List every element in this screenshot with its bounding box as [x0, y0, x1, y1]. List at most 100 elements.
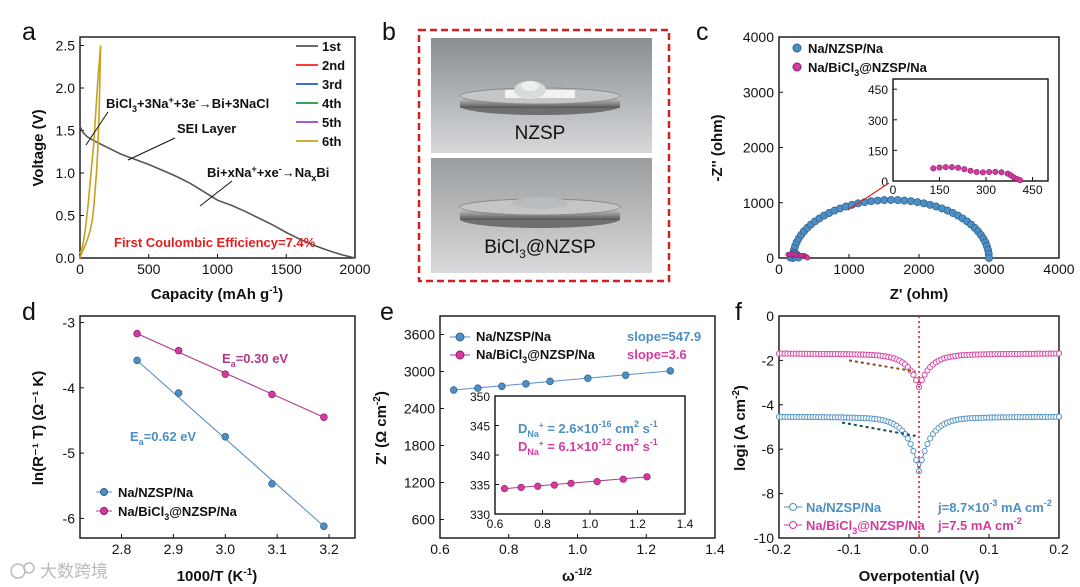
plot-frame-d — [79, 315, 356, 539]
y-tick-label: 2.0 — [56, 80, 76, 96]
x-tick-label: 0.8 — [534, 517, 551, 531]
x-tick-label: 1.0 — [568, 541, 588, 557]
y-tick-label: 2000 — [743, 140, 774, 156]
legend-c: Na/NZSP/Na Na/BiCl3@NZSP/Na — [792, 41, 928, 78]
x-tick-label: 2.9 — [164, 541, 184, 557]
plot-frame-a — [79, 36, 356, 259]
y-tick-label: 350 — [470, 390, 490, 404]
inset-point-bi — [643, 473, 651, 481]
inset-point-bi — [517, 483, 525, 492]
xlabel-c: Z' (ohm) — [890, 286, 949, 303]
annot-reaction2: Bi+xNa++xe-→NaxBi — [207, 164, 329, 183]
point-bi — [910, 371, 917, 378]
inset-point-bi — [534, 482, 542, 490]
legend-bi-d: Na/BiCl3@NZSP/Na — [118, 504, 238, 522]
point-nzsp — [900, 196, 909, 205]
point-1 — [133, 329, 141, 338]
legend-d: Na/NZSP/Na Na/BiCl3@NZSP/Na — [96, 485, 238, 522]
arrow-reaction1 — [85, 111, 109, 146]
series-c — [785, 196, 993, 262]
series-d — [133, 329, 328, 530]
point-1 — [320, 413, 328, 421]
x-tick-label: 500 — [137, 261, 161, 277]
y-tick-label: 335 — [470, 479, 490, 493]
y-tick-label: 0 — [766, 308, 774, 324]
point-nzsp — [584, 374, 592, 383]
point-nzsp — [867, 197, 876, 206]
x-tick-label: 1.0 — [582, 517, 599, 531]
axes-f: -0.2 -0.1 0.0 0.1 0.2 0 -2 -4 -6 -8 -10 — [754, 308, 1069, 557]
inset-point-bi — [979, 169, 986, 176]
y-tick-label: 3600 — [404, 327, 435, 343]
inset-point-bi — [619, 475, 627, 483]
y-tick-label: 1200 — [404, 475, 435, 491]
point-nzsp — [904, 435, 911, 442]
inset-point-bi — [500, 485, 509, 493]
x-tick-label: 2.8 — [112, 541, 132, 557]
inset-point-bi — [593, 477, 601, 486]
photo-label-bicl3: BiCl3@NZSP — [484, 237, 596, 261]
legend-marker-bi-f — [789, 521, 797, 529]
panel-label-d: d — [22, 298, 36, 326]
legend-f: Na/NZSP/Na Na/BiCl3@NZSP/Na j=8.7×10-3 m… — [784, 498, 1052, 536]
curve-nzsp — [779, 416, 1059, 472]
series-1st-discharge — [79, 125, 356, 259]
point-1 — [268, 390, 276, 399]
x-tick-label: 0.6 — [430, 541, 450, 557]
point-0 — [268, 480, 276, 488]
inset-point-bi — [998, 169, 1005, 176]
inset-e: 0.6 0.8 1.0 1.2 1.4 330 335 340 345 350 — [470, 390, 694, 531]
legend-label-4th: 4th — [322, 96, 342, 111]
point-1 — [221, 370, 230, 378]
ylabel-d: ln(R⁻¹ T) (Ω⁻¹ K) — [30, 371, 47, 486]
point-nzsp — [985, 254, 993, 262]
slope-pink: slope=3.6 — [627, 347, 687, 362]
inset-frame-e — [494, 395, 686, 515]
arrow-reaction2 — [199, 180, 233, 207]
inset-point-bi — [973, 169, 980, 176]
point-nzsp — [913, 456, 920, 464]
inset-point-bi — [550, 481, 558, 489]
x-tick-label: 150 — [929, 183, 949, 197]
y-tick-label: -6 — [762, 441, 775, 457]
tafel-fit-bi — [848, 359, 916, 373]
x-tick-label: -0.2 — [767, 541, 791, 557]
point-nzsp — [927, 435, 934, 442]
legend-marker-bi-d — [100, 507, 108, 515]
panel-f: f -0.2 -0.1 0.0 0.1 0.2 0 -2 -4 -6 -8 -10 Overpote… — [731, 298, 1069, 585]
watermark-icon — [10, 563, 26, 579]
legend-nzsp-c: Na/NZSP/Na — [808, 41, 884, 56]
point-bi — [913, 377, 920, 384]
x-tick-label: 0.8 — [499, 541, 519, 557]
point-nzsp — [921, 448, 928, 455]
fit-line-0 — [136, 359, 325, 527]
point-0 — [320, 522, 328, 530]
y-tick-label: 300 — [868, 114, 888, 128]
inset-point-bi — [942, 164, 949, 171]
inset-point-bi — [948, 164, 955, 171]
xlabel-e: ω-1/2 — [562, 567, 592, 585]
x-tick-label: 2000 — [339, 261, 370, 277]
panel-label-c: c — [696, 18, 709, 46]
inset-point-bi — [955, 164, 962, 171]
y-tick-label: -6 — [63, 510, 76, 526]
y-tick-label: -2 — [762, 352, 775, 368]
legend-bi-c: Na/BiCl3@NZSP/Na — [808, 60, 928, 78]
x-tick-label: 0.6 — [487, 517, 504, 531]
x-tick-label: -0.1 — [837, 541, 861, 557]
photo-frame — [417, 28, 671, 283]
inset-point-bi — [967, 167, 974, 174]
y-tick-label: 340 — [470, 449, 490, 463]
point-1 — [174, 346, 183, 355]
point-bi — [921, 371, 928, 378]
inset-point-bi — [961, 166, 968, 173]
y-tick-label: 3000 — [743, 84, 774, 100]
inset-point-bi — [992, 168, 999, 175]
inset-point-bi — [567, 479, 575, 487]
inset-point-bi — [986, 169, 993, 176]
legend-marker-nzsp-e — [455, 332, 465, 342]
legend-label-3rd: 3rd — [322, 77, 342, 92]
x-tick-label: 2000 — [903, 261, 934, 277]
